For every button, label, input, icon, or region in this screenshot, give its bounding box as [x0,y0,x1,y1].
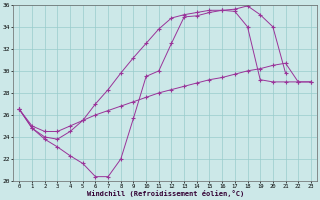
X-axis label: Windchill (Refroidissement éolien,°C): Windchill (Refroidissement éolien,°C) [86,190,244,197]
